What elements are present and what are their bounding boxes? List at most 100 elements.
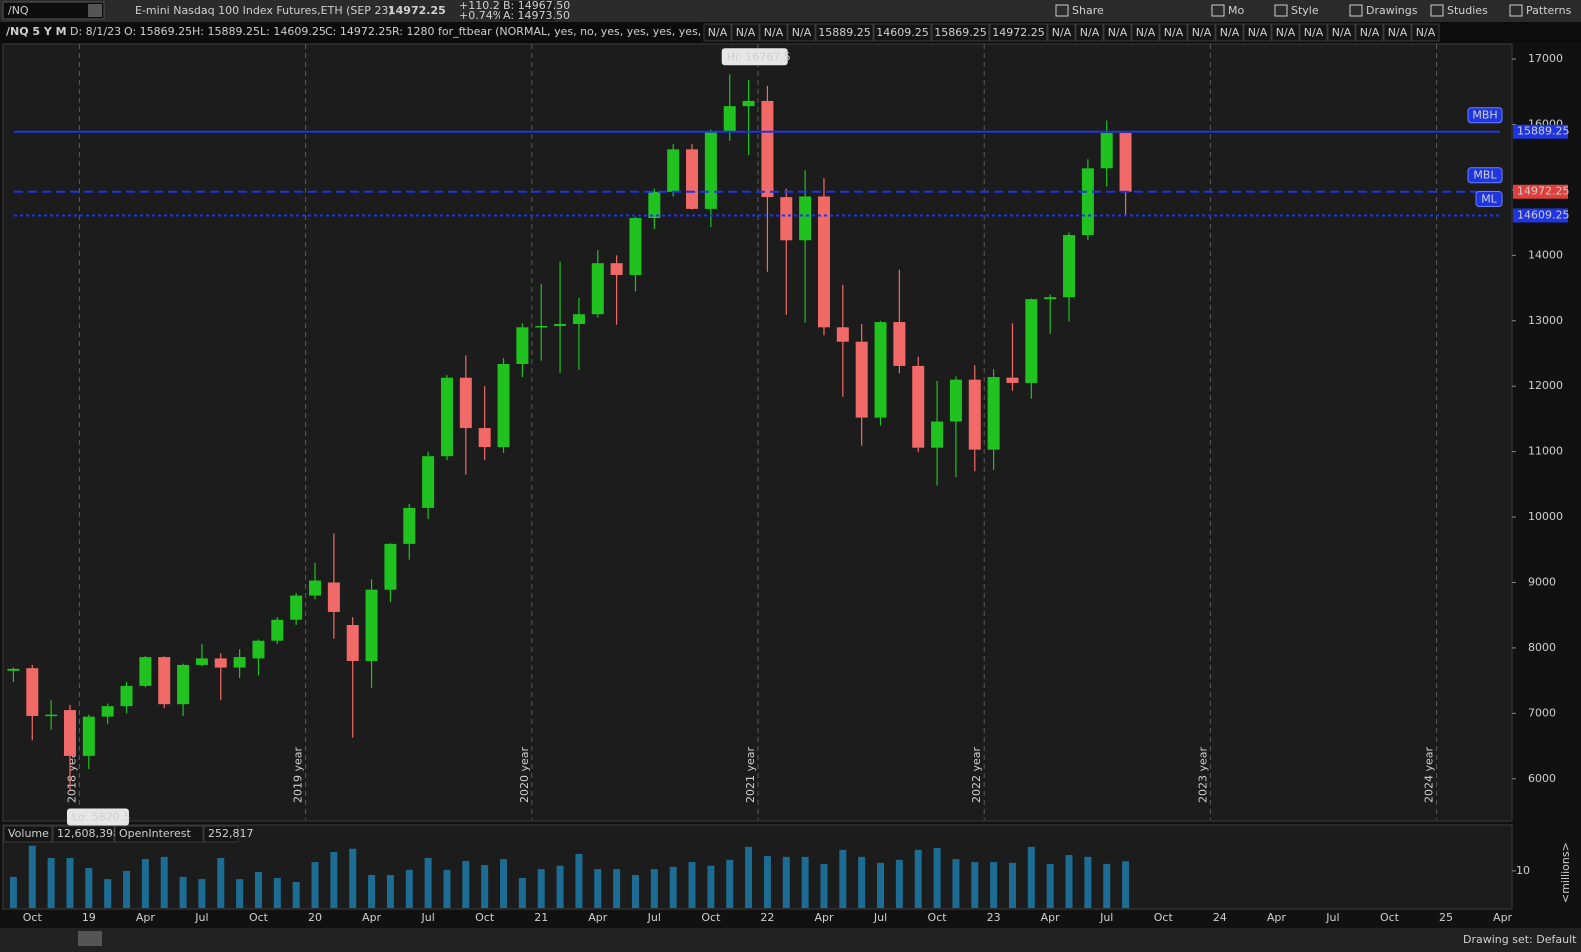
volume-bar [179, 876, 187, 908]
period-label: 2024 year [1423, 746, 1436, 803]
volume-bar [914, 849, 922, 908]
study-value-box [703, 23, 732, 42]
volume-bar [273, 877, 281, 908]
volume-bar [85, 867, 93, 908]
volume-bar [386, 875, 394, 908]
study-value-box [1243, 23, 1272, 42]
volume-bar [575, 853, 583, 908]
study-value-box [1383, 23, 1412, 42]
chart-title: /NQ 5 Y M [6, 25, 67, 38]
candle-body [704, 131, 717, 209]
net-change-pct: +0.74% [459, 9, 503, 22]
volume-bar [971, 862, 979, 908]
scroll-handle[interactable] [78, 931, 102, 946]
symbol-dropdown[interactable] [88, 4, 102, 17]
study-value: N/A [1248, 26, 1268, 39]
volume-bar [1065, 855, 1073, 908]
volume-bar [424, 857, 432, 908]
study-value-box [787, 23, 816, 42]
toolbar-button[interactable]: Patterns [1526, 4, 1572, 17]
volume-bar [217, 857, 225, 908]
volume-bar [933, 847, 941, 908]
volume-bar [1122, 861, 1130, 908]
toolbar-button[interactable]: Studies [1447, 4, 1488, 17]
candle-body [309, 580, 322, 596]
symbol-text: /NQ [8, 4, 29, 17]
price-bubble-text: 14609.25 [1517, 208, 1570, 221]
volume-bar [66, 857, 74, 908]
study-value-box [1047, 23, 1076, 42]
volume-bar [28, 845, 36, 908]
bar-low: L: 14609.25 [260, 25, 326, 38]
period-label: 2023 year [1196, 746, 1209, 803]
candle-body [271, 619, 284, 641]
volume-bar [160, 856, 168, 908]
volume-bar [895, 859, 903, 908]
study-value: N/A [1416, 26, 1436, 39]
bid: B: 14967.50 [503, 0, 570, 12]
study-value: N/A [736, 26, 756, 39]
study-value: N/A [1080, 26, 1100, 39]
study-value-box [1075, 23, 1104, 42]
x-tick-label: 19 [82, 911, 96, 924]
toolbar-button[interactable]: Drawings [1366, 4, 1418, 17]
volume-bar [801, 856, 809, 908]
low-label-box [66, 808, 129, 826]
study-value: N/A [1304, 26, 1324, 39]
volume-bar [198, 879, 206, 908]
candle-body [912, 365, 925, 448]
toolbar-button[interactable]: Share [1072, 4, 1104, 17]
y-tick-label: 14000 [1528, 248, 1563, 261]
x-tick-label: Jul [420, 911, 434, 924]
x-tick-label: 24 [1213, 911, 1227, 924]
toolbar-button-icon[interactable] [1211, 4, 1225, 17]
y-tick-label: 12000 [1528, 379, 1563, 392]
volume-bar [556, 865, 564, 908]
volume-bar [594, 869, 602, 908]
candle-body [968, 379, 981, 450]
candle-body [26, 668, 39, 716]
study-value-box [989, 23, 1048, 42]
candle-body [987, 377, 1000, 450]
toolbar-button[interactable]: Mo [1228, 4, 1244, 17]
candle-body [855, 341, 868, 418]
price-bubble [1513, 208, 1568, 223]
toolbar-button-icon[interactable] [1430, 4, 1444, 17]
bar-high: H: 15889.25 [192, 25, 260, 38]
volume-bar [613, 869, 621, 908]
y-tick-label: 10000 [1528, 510, 1563, 523]
symbol-input[interactable] [2, 1, 105, 20]
candle-body [1044, 297, 1057, 300]
toolbar [0, 0, 1581, 22]
toolbar-button-icon[interactable] [1274, 4, 1288, 17]
study-value: N/A [1276, 26, 1296, 39]
toolbar-button-icon[interactable] [1509, 4, 1523, 17]
volume-bar [688, 862, 696, 908]
price-bubble [1513, 124, 1568, 139]
x-tick-label: Apr [136, 911, 156, 924]
x-tick-label: Apr [1267, 911, 1287, 924]
volume-bar [877, 862, 885, 908]
high-label-box [721, 48, 788, 66]
candle-body [365, 589, 378, 662]
x-tick-label: Oct [928, 911, 948, 924]
candle-body [516, 327, 529, 364]
toolbar-button-icon[interactable] [1349, 4, 1363, 17]
volume-bar [368, 875, 376, 908]
candle-body [120, 685, 133, 707]
toolbar-button[interactable]: Style [1291, 4, 1319, 17]
drawing-set[interactable]: Drawing set: Default [1463, 933, 1577, 946]
y-tick-label: 7000 [1528, 706, 1556, 719]
volume-bar [952, 859, 960, 908]
candle-body [723, 106, 736, 132]
x-tick-label: Oct [249, 911, 269, 924]
study-value: N/A [792, 26, 812, 39]
volume-bar [47, 857, 55, 908]
volume-panel [2, 824, 1513, 910]
study-value: N/A [1164, 26, 1184, 39]
candle-body [1100, 133, 1113, 169]
toolbar-button-icon[interactable] [1055, 4, 1069, 17]
volume-bar [1027, 846, 1035, 908]
